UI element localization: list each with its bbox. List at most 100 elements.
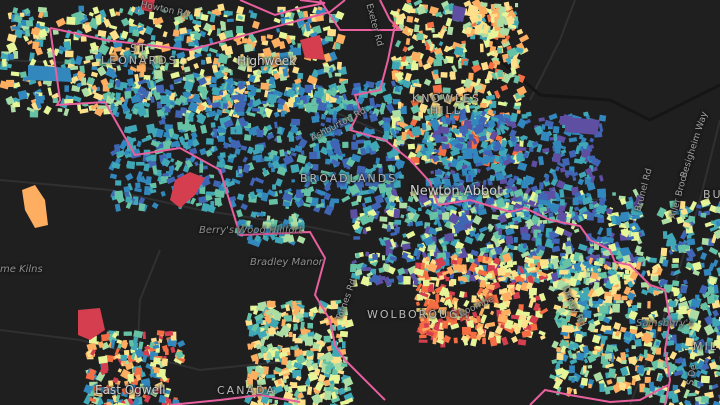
building bbox=[315, 202, 325, 209]
building bbox=[620, 228, 630, 236]
building bbox=[407, 254, 414, 260]
building bbox=[495, 197, 506, 209]
building bbox=[182, 123, 192, 131]
building bbox=[6, 33, 17, 43]
building bbox=[201, 59, 206, 65]
building bbox=[469, 230, 476, 238]
building bbox=[509, 129, 517, 138]
building bbox=[183, 66, 191, 73]
building bbox=[136, 170, 143, 181]
building bbox=[115, 111, 120, 118]
building bbox=[428, 111, 434, 118]
building bbox=[517, 147, 527, 151]
building bbox=[369, 113, 379, 123]
building bbox=[189, 197, 197, 205]
building bbox=[124, 90, 132, 99]
building bbox=[518, 34, 530, 43]
building bbox=[448, 290, 456, 296]
building bbox=[404, 72, 412, 82]
building bbox=[426, 55, 435, 65]
building bbox=[355, 252, 360, 259]
building bbox=[549, 202, 560, 214]
building bbox=[66, 16, 76, 25]
building bbox=[572, 197, 579, 206]
building bbox=[364, 196, 373, 204]
building bbox=[468, 258, 475, 264]
building bbox=[133, 45, 140, 55]
building bbox=[550, 272, 560, 282]
building bbox=[519, 140, 524, 147]
building bbox=[531, 237, 536, 242]
building bbox=[312, 97, 317, 103]
building bbox=[349, 263, 357, 273]
building bbox=[237, 81, 246, 91]
building bbox=[251, 107, 260, 112]
building bbox=[505, 187, 513, 194]
building bbox=[449, 71, 456, 81]
building bbox=[161, 358, 169, 367]
building bbox=[8, 46, 15, 52]
building bbox=[113, 41, 123, 48]
building bbox=[136, 65, 146, 72]
building bbox=[444, 219, 452, 229]
building bbox=[615, 300, 624, 304]
building bbox=[46, 47, 53, 53]
building bbox=[218, 91, 224, 96]
building bbox=[282, 200, 291, 208]
building bbox=[480, 2, 488, 7]
building bbox=[544, 119, 554, 128]
building bbox=[556, 347, 561, 352]
building bbox=[146, 79, 151, 88]
building bbox=[177, 121, 184, 130]
building bbox=[134, 187, 142, 193]
building bbox=[248, 235, 253, 240]
building bbox=[132, 196, 139, 206]
building bbox=[246, 146, 254, 155]
building bbox=[389, 255, 398, 262]
building bbox=[703, 268, 712, 277]
building bbox=[360, 263, 368, 271]
building bbox=[631, 304, 638, 312]
building bbox=[210, 122, 216, 128]
building bbox=[391, 189, 398, 197]
building bbox=[556, 161, 566, 169]
poi-label-bradley-manor: Bradley Manor bbox=[250, 257, 323, 268]
building bbox=[292, 66, 300, 74]
building bbox=[581, 149, 591, 159]
building bbox=[582, 345, 590, 354]
building bbox=[212, 128, 218, 138]
building bbox=[444, 144, 450, 149]
building bbox=[507, 118, 513, 125]
building bbox=[382, 178, 392, 185]
building bbox=[583, 358, 589, 364]
building bbox=[461, 326, 472, 336]
building bbox=[97, 29, 107, 38]
building bbox=[361, 202, 367, 209]
building bbox=[403, 276, 411, 285]
building bbox=[422, 279, 430, 287]
town-label-highweek: Highweek bbox=[237, 54, 297, 68]
building bbox=[415, 250, 421, 260]
building bbox=[668, 300, 677, 308]
building bbox=[267, 65, 274, 75]
building bbox=[483, 303, 490, 309]
building bbox=[516, 110, 521, 114]
building bbox=[74, 10, 86, 22]
building bbox=[359, 106, 369, 112]
building bbox=[444, 234, 448, 242]
building bbox=[472, 59, 480, 67]
building bbox=[251, 20, 260, 30]
building bbox=[109, 92, 116, 100]
building bbox=[662, 231, 668, 239]
building bbox=[646, 270, 651, 277]
building bbox=[494, 188, 504, 194]
building bbox=[286, 130, 294, 139]
building bbox=[586, 272, 591, 278]
building bbox=[339, 330, 349, 338]
building bbox=[428, 92, 437, 102]
building bbox=[550, 177, 559, 187]
building bbox=[256, 69, 263, 76]
building bbox=[397, 267, 406, 276]
